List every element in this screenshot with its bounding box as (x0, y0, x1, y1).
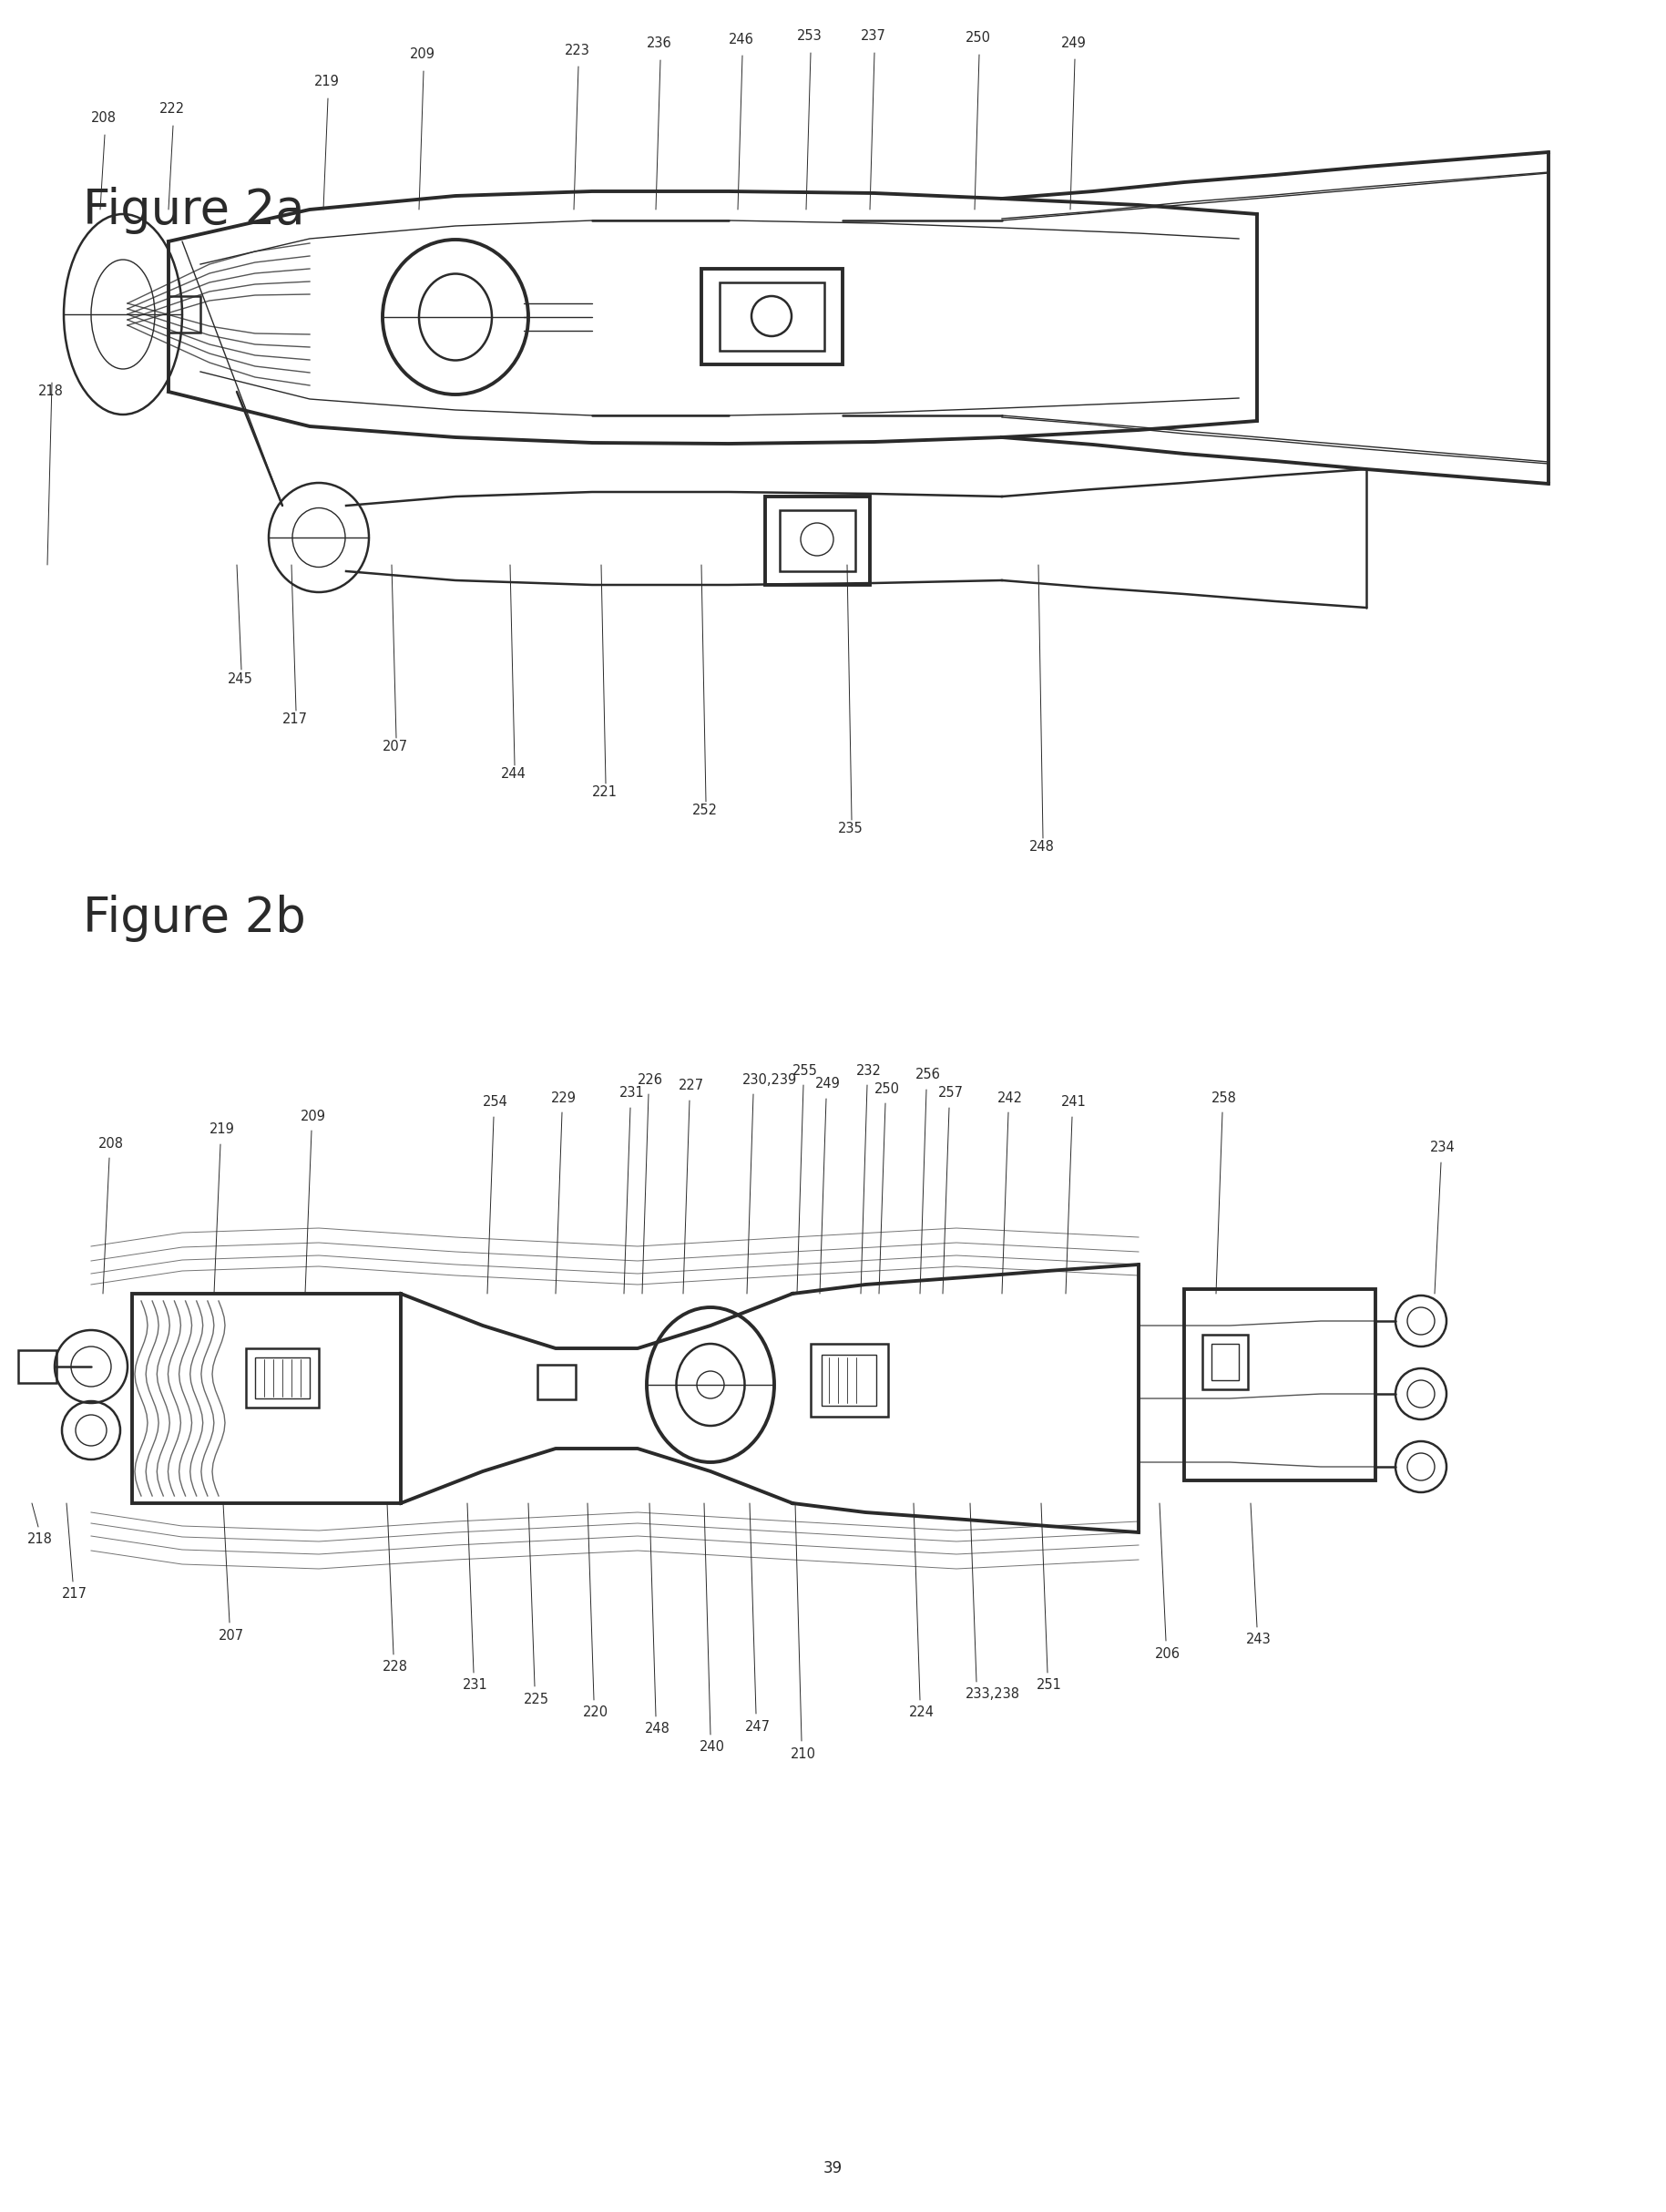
Text: 241: 241 (1061, 1095, 1086, 1108)
Text: 246: 246 (728, 33, 755, 46)
Bar (247, 1349, 318, 1407)
Bar (18, 1349, 57, 1382)
Text: 235: 235 (838, 823, 863, 836)
Text: 230,239: 230,239 (743, 1073, 798, 1086)
Text: 218: 218 (27, 1533, 53, 1546)
Bar (1185, 1290, 1376, 1480)
Text: 227: 227 (678, 1079, 705, 1093)
Text: 247: 247 (745, 1719, 771, 1734)
Text: 250: 250 (875, 1082, 900, 1095)
Bar (255, 1358, 310, 1398)
Text: 233,238: 233,238 (966, 1688, 1020, 1701)
Text: 218: 218 (38, 385, 63, 398)
Bar (1203, 1334, 1248, 1389)
Text: 236: 236 (646, 38, 671, 51)
Bar (780, 511, 855, 571)
Text: 210: 210 (791, 1747, 816, 1761)
Text: 248: 248 (645, 1723, 670, 1736)
Text: 228: 228 (383, 1661, 408, 1674)
Bar (821, 1354, 876, 1407)
Text: 255: 255 (793, 1064, 818, 1077)
Bar (538, 1365, 576, 1400)
Text: 248: 248 (1030, 841, 1055, 854)
Text: 224: 224 (910, 1705, 935, 1719)
Text: 207: 207 (218, 1628, 245, 1641)
Text: 225: 225 (523, 1692, 550, 1705)
Text: 249: 249 (1061, 35, 1086, 49)
Text: 244: 244 (501, 768, 526, 781)
Text: 220: 220 (583, 1705, 608, 1719)
Text: 249: 249 (815, 1077, 841, 1091)
Text: 208: 208 (98, 1137, 123, 1150)
Text: 245: 245 (228, 672, 253, 686)
Text: 234: 234 (1429, 1141, 1456, 1155)
Text: Figure 2b: Figure 2b (83, 894, 307, 942)
Text: 231: 231 (620, 1086, 645, 1099)
Text: 207: 207 (383, 741, 408, 754)
Text: Figure 2a: Figure 2a (83, 186, 305, 234)
Bar (168, 296, 200, 332)
Text: 209: 209 (410, 49, 435, 62)
Text: 221: 221 (591, 785, 618, 799)
Text: 252: 252 (693, 803, 718, 818)
Text: 258: 258 (1211, 1091, 1236, 1104)
Text: 222: 222 (160, 102, 185, 117)
Text: 251: 251 (1036, 1679, 1061, 1692)
Text: 237: 237 (861, 29, 886, 44)
Bar (1211, 1343, 1240, 1380)
Text: 226: 226 (638, 1073, 663, 1086)
Text: 206: 206 (1155, 1646, 1181, 1661)
Text: 223: 223 (565, 44, 590, 58)
Text: 219: 219 (210, 1124, 235, 1137)
Text: 39: 39 (823, 2161, 843, 2177)
Text: 231: 231 (463, 1679, 488, 1692)
Bar (132, 1294, 402, 1504)
Text: 209: 209 (300, 1108, 327, 1124)
Text: 256: 256 (915, 1068, 941, 1082)
Bar (701, 268, 843, 365)
Text: 240: 240 (700, 1741, 725, 1754)
Text: 253: 253 (796, 29, 823, 44)
Text: 243: 243 (1246, 1632, 1271, 1646)
Text: 217: 217 (282, 712, 308, 726)
Text: 232: 232 (856, 1064, 881, 1077)
Text: 217: 217 (62, 1588, 87, 1601)
Text: 257: 257 (938, 1086, 963, 1099)
Text: 250: 250 (966, 31, 991, 44)
Text: 229: 229 (551, 1091, 576, 1104)
Text: 219: 219 (315, 75, 340, 88)
Text: 242: 242 (998, 1091, 1023, 1104)
Bar (765, 495, 870, 584)
Text: 208: 208 (92, 111, 117, 126)
Bar (811, 1343, 888, 1416)
Text: 254: 254 (483, 1095, 508, 1108)
Bar (720, 283, 825, 352)
